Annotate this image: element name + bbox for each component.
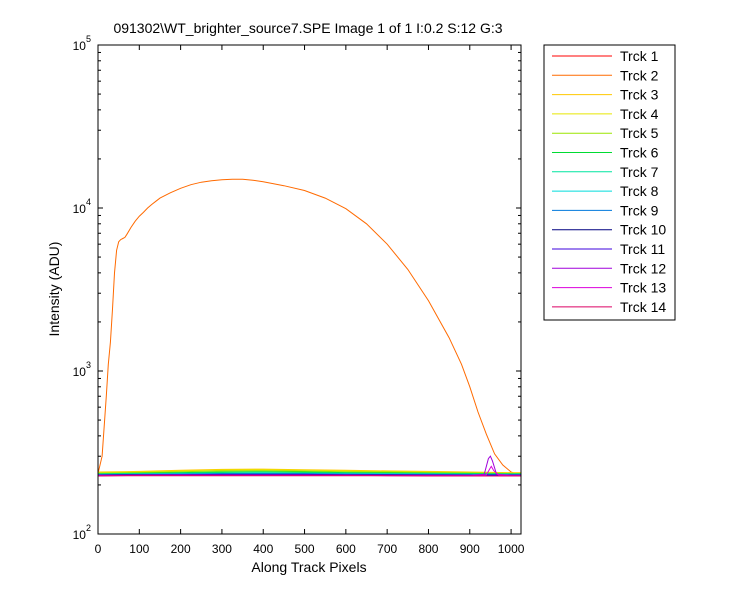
x-tick-label: 1000 bbox=[498, 542, 525, 556]
series-layer bbox=[98, 178, 521, 477]
x-tick-label: 400 bbox=[253, 542, 273, 556]
plot-area bbox=[98, 45, 521, 534]
plot-frame bbox=[97, 44, 522, 535]
legend-label: Trck 13 bbox=[620, 280, 666, 296]
y-tick-label: 105 bbox=[73, 34, 91, 53]
x-axis-ticks: 0 100 200 300 400 500 600 700 800 900 1000 bbox=[95, 45, 525, 556]
y-tick-label: 104 bbox=[73, 197, 91, 216]
y-tick-label: 103 bbox=[73, 360, 91, 379]
series-line-trck-5 bbox=[98, 470, 521, 474]
legend-label: Trck 9 bbox=[620, 202, 659, 218]
legend: Trck 1 Trck 2 Trck 3 Trck 4 Trck 5 Trck 6 Trck… bbox=[543, 44, 676, 321]
legend-label: Trck 14 bbox=[620, 299, 666, 315]
series-line-trck-3 bbox=[98, 468, 521, 474]
legend-label: Trck 7 bbox=[620, 164, 659, 180]
x-tick-label: 800 bbox=[418, 542, 438, 556]
legend-label: Trck 1 bbox=[620, 48, 659, 64]
legend-label: Trck 3 bbox=[620, 87, 659, 103]
series-line-trck-2 bbox=[98, 178, 521, 475]
x-tick-label: 500 bbox=[295, 542, 315, 556]
legend-label: Trck 2 bbox=[620, 67, 659, 83]
x-tick-label: 0 bbox=[95, 542, 102, 556]
x-tick-label: 200 bbox=[171, 542, 191, 556]
legend-box bbox=[543, 44, 676, 321]
legend-label: Trck 5 bbox=[620, 125, 659, 141]
legend-label: Trck 4 bbox=[620, 106, 659, 122]
legend-label: Trck 6 bbox=[620, 145, 659, 161]
x-tick-label: 300 bbox=[212, 542, 232, 556]
chart-title: 091302\WT_brighter_source7.SPE Image 1 o… bbox=[113, 20, 502, 36]
y-tick-label: 102 bbox=[73, 523, 91, 542]
y-axis-title: Intensity (ADU) bbox=[46, 242, 62, 337]
legend-label: Trck 10 bbox=[620, 222, 666, 238]
x-tick-label: 900 bbox=[460, 542, 480, 556]
x-axis-title: Along Track Pixels bbox=[251, 559, 366, 575]
legend-label: Trck 8 bbox=[620, 183, 659, 199]
legend-label: Trck 12 bbox=[620, 260, 666, 276]
x-tick-label: 100 bbox=[129, 542, 149, 556]
legend-label: Trck 11 bbox=[620, 241, 665, 257]
x-tick-label: 600 bbox=[336, 542, 356, 556]
x-tick-label: 700 bbox=[377, 542, 397, 556]
series-line-trck-6 bbox=[98, 471, 521, 475]
